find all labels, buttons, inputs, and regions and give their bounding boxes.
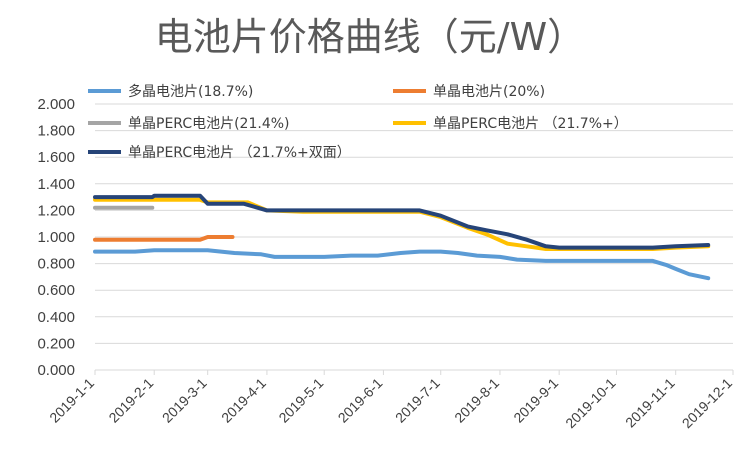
y-tick-label: 0.800 <box>37 256 75 273</box>
x-tick-label: 2019-6-1 <box>335 375 386 426</box>
y-tick-label: 0.200 <box>37 335 75 352</box>
y-axis-ticks: 0.000 0.200 0.400 0.600 0.800 1.000 1.200 1.400… <box>37 96 75 379</box>
legend-label: 单晶电池片(20%) <box>433 84 545 100</box>
y-tick-label: 0.600 <box>37 282 75 299</box>
y-tick-label: 0.400 <box>37 309 75 326</box>
x-tick-label: 2019-3-1 <box>159 375 210 426</box>
x-tick-label: 2019-8-1 <box>451 375 502 426</box>
legend-label: 单晶PERC电池片 （21.7%+双面） <box>128 145 351 161</box>
legend-label: 单晶PERC电池片 （21.7%+） <box>433 116 628 132</box>
legend: 多晶电池片(18.7%) 单晶电池片(20%) 单晶PERC电池片(21.4%) 单晶… <box>88 83 628 161</box>
y-tick-label: 1.800 <box>37 123 75 140</box>
x-tick-label: 2019-11-1 <box>622 375 678 431</box>
x-tick-label: 2019-12-1 <box>679 375 736 432</box>
y-tick-label: 0.000 <box>37 362 75 379</box>
x-tick-label: 2019-5-1 <box>275 375 326 426</box>
series-line-4 <box>93 193 711 250</box>
legend-label: 多晶电池片(18.7%) <box>128 83 253 100</box>
chart-title: 电池片价格曲线（元/W） <box>155 15 585 59</box>
grid-lines <box>95 103 733 371</box>
y-tick-label: 1.400 <box>37 176 75 193</box>
x-tick-label: 2019-10-1 <box>562 375 619 432</box>
x-axis-ticks: 2019-1-1 2019-2-1 2019-3-1 2019-4-1 2019-5-1… <box>46 370 735 431</box>
x-tick-label: 2019-4-1 <box>218 375 269 426</box>
x-tick-label: 2019-9-1 <box>510 375 561 426</box>
y-tick-label: 1.000 <box>37 229 75 246</box>
y-tick-label: 1.200 <box>37 202 75 219</box>
y-tick-label: 2.000 <box>37 96 75 113</box>
series-line-1 <box>93 235 235 242</box>
series-line-0 <box>93 248 711 281</box>
x-tick-label: 2019-2-1 <box>105 375 156 426</box>
y-tick-label: 1.600 <box>37 149 75 166</box>
x-tick-label: 2019-1-1 <box>46 375 97 426</box>
series-lines <box>93 193 711 281</box>
x-tick-label: 2019-7-1 <box>392 375 443 426</box>
legend-label: 单晶PERC电池片(21.4%) <box>128 116 290 132</box>
